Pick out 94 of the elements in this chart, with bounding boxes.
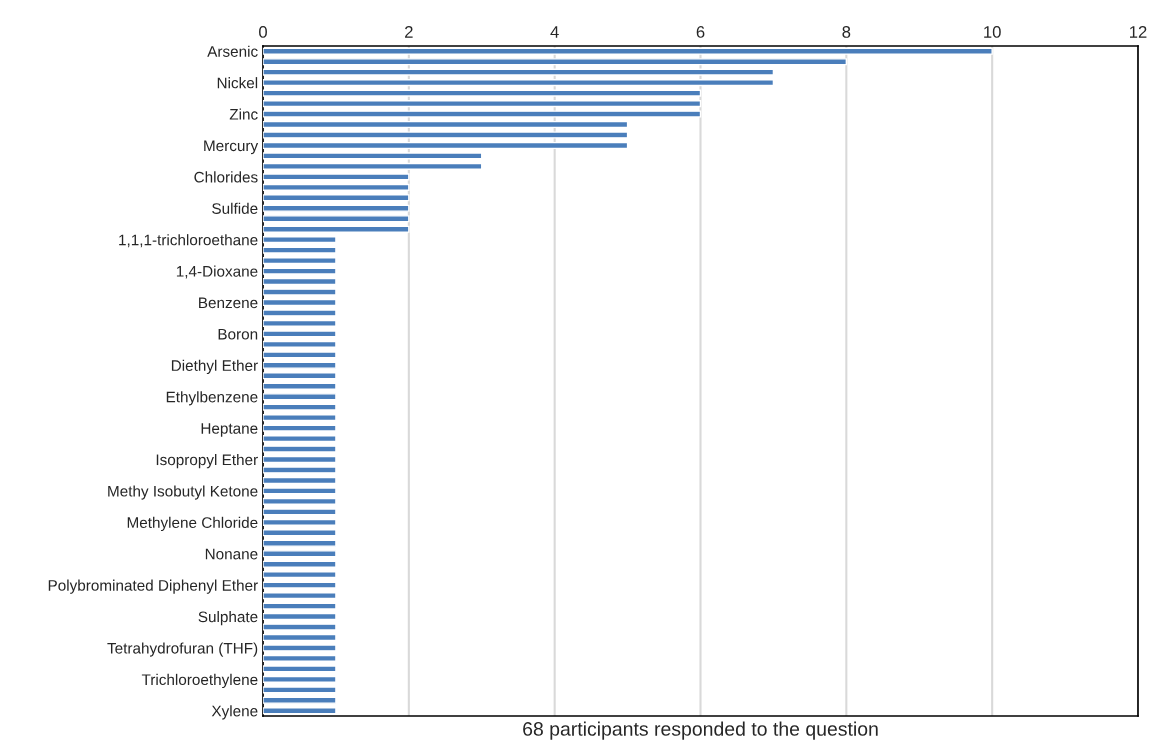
bar: [263, 288, 337, 296]
bar: [263, 372, 337, 380]
bar: [263, 487, 337, 495]
bar: [263, 68, 775, 76]
bar: [263, 581, 337, 589]
bar: [263, 58, 848, 66]
bar: [263, 665, 337, 673]
bar: [263, 330, 337, 338]
y-tick-label: Zinc: [229, 108, 258, 120]
y-tick-label: Methy Isobutyl Ketone: [108, 485, 258, 500]
bar: [263, 508, 337, 516]
bar: [263, 319, 337, 327]
bar: [263, 539, 337, 547]
bar: [263, 298, 337, 307]
y-tick-label: Sulfide: [212, 202, 258, 214]
bar: [263, 141, 629, 150]
bar: [263, 592, 337, 600]
bar: [263, 571, 337, 579]
y-tick-label: Polybrominated Diphenyl Ether: [48, 579, 258, 594]
bar: [263, 654, 337, 662]
y-tick-label: Sulphate: [198, 611, 258, 626]
bar: [263, 623, 337, 631]
bar: [263, 194, 410, 202]
x-tick-label: 2: [405, 26, 413, 38]
y-tick-label: Ethylbenzene: [166, 391, 258, 406]
bar: [263, 215, 410, 223]
bar: [263, 696, 337, 704]
y-tick-label: Diethyl Ether: [171, 359, 258, 374]
bar: [263, 267, 337, 275]
bar: [263, 612, 337, 621]
bar: [263, 476, 337, 485]
bar: [263, 79, 775, 87]
bar: [263, 246, 337, 254]
bar: [263, 497, 337, 505]
x-axis-title: 68 participants responded to the question: [523, 721, 878, 740]
bar: [263, 393, 337, 401]
bar: [263, 120, 629, 129]
x-tick-label: 10: [984, 26, 1001, 38]
x-tick-label: 8: [842, 26, 851, 38]
bar: [263, 424, 337, 432]
bar: [263, 225, 410, 233]
bar: [263, 529, 337, 537]
bar: [263, 131, 629, 139]
bar: [263, 644, 337, 652]
bar: [263, 204, 410, 212]
bar: [263, 309, 337, 317]
bar: [263, 173, 410, 181]
bar: [263, 47, 993, 55]
bar: [263, 550, 337, 558]
bar: [263, 351, 337, 359]
bar: [263, 455, 337, 464]
y-tick-label: Xylene: [211, 705, 258, 720]
y-tick-label: 1,1,1-trichloroethane: [119, 234, 258, 248]
y-tick-label: Nonane: [205, 548, 258, 560]
y-tick-label: Nickel: [217, 77, 258, 89]
y-tick-label: Tetrahydrofuran (THF): [107, 642, 258, 657]
bar: [263, 602, 337, 610]
y-tick-label: Isopropyl Ether: [156, 453, 258, 469]
bar: [263, 89, 702, 97]
bar: [263, 435, 337, 443]
x-tick-label: 4: [550, 26, 559, 38]
bar: [263, 707, 337, 715]
y-tick-label: Heptane: [201, 423, 258, 437]
x-tick-label: 6: [696, 26, 705, 38]
bar: [263, 257, 337, 265]
bar: [263, 686, 337, 694]
bar: [263, 340, 337, 348]
y-tick-label: Boron: [218, 328, 258, 340]
bar: [263, 162, 483, 170]
bar: [263, 361, 337, 369]
bar: [263, 518, 337, 526]
y-tick-label: Arsenic: [207, 45, 258, 57]
y-tick-label: Trichloroethylene: [141, 673, 258, 689]
bar: [263, 382, 337, 390]
bar: [263, 466, 337, 474]
bar: [263, 183, 410, 191]
bar: [263, 403, 337, 411]
bar: [263, 152, 483, 160]
bar: [263, 110, 702, 118]
bar: [263, 236, 337, 244]
y-tick-label: Mercury: [204, 140, 259, 155]
y-tick-label: Methylene Chloride: [127, 516, 258, 532]
bar: [263, 100, 702, 108]
bar: [263, 560, 337, 568]
bar: [263, 445, 337, 453]
bar: [263, 277, 337, 286]
bar: [263, 675, 337, 683]
y-tick-label: Chlorides: [194, 171, 258, 183]
y-tick-label: 1,4-Dioxane: [176, 265, 258, 279]
x-tick-label: 12: [1130, 26, 1147, 38]
x-tick-label: 0: [259, 26, 267, 38]
bar: [263, 633, 337, 642]
y-tick-label: Benzene: [199, 297, 258, 309]
bar: [263, 414, 337, 422]
